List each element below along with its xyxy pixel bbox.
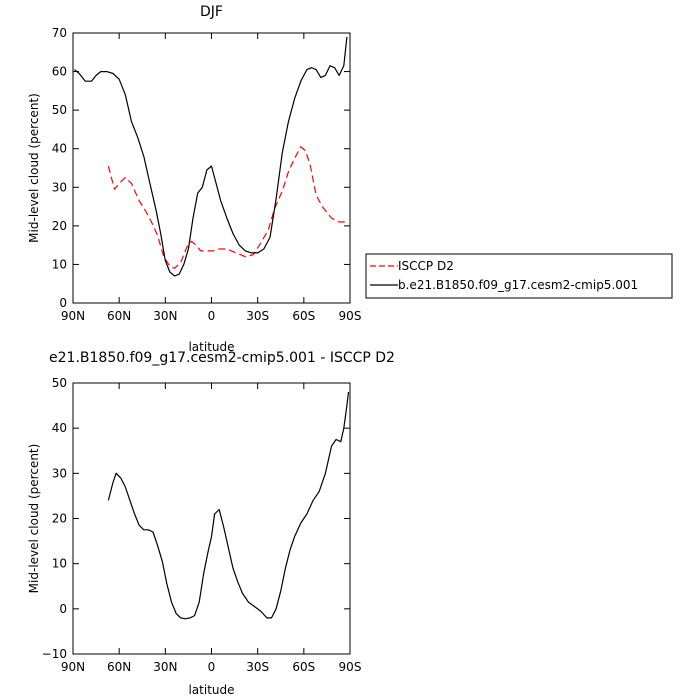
x-tick-label: 30S [246, 309, 269, 323]
panel-bottom: e21.B1850.f09_g17.cesm2-cmip5.001 - ISCC… [27, 350, 395, 697]
y-tick-label: 30 [52, 180, 67, 194]
chart-title: e21.B1850.f09_g17.cesm2-cmip5.001 - ISCC… [49, 350, 395, 366]
series-line [107, 146, 347, 269]
chart-title: DJF [200, 4, 223, 20]
legend: ISCCP D2 b.e21.B1850.f09_g17.cesm2-cmip5… [365, 253, 673, 299]
y-tick-label: 40 [52, 421, 67, 435]
x-tick-label: 60S [292, 660, 315, 674]
plot-area [74, 36, 348, 277]
y-tick-label: 10 [52, 557, 67, 571]
y-tick-label: 0 [59, 296, 67, 310]
x-tick-label: 30S [246, 660, 269, 674]
axis-ticks: 90N 60N 30N 0 30S 60S 90S 0 10 20 30 40 50 60 70 [52, 26, 362, 323]
y-tick-label: 20 [52, 512, 67, 526]
panel-top: DJF Mid-level cloud (percent) latitude 9… [27, 4, 361, 354]
y-tick-label: 70 [52, 26, 67, 40]
y-tick-label: −10 [42, 647, 67, 661]
x-tick-label: 60S [292, 309, 315, 323]
x-tick-label: 0 [208, 309, 216, 323]
legend-label-model: b.e21.B1850.f09_g17.cesm2-cmip5.001 [398, 278, 638, 292]
y-axis-label: Mid-level cloud (percent) [27, 444, 41, 594]
x-tick-label: 30N [153, 309, 177, 323]
y-tick-label: 30 [52, 466, 67, 480]
x-axis-label: latitude [188, 340, 234, 354]
axis-ticks: 90N 60N 30N 0 30S 60S 90S −10 0 10 20 30 40 50 [42, 376, 362, 674]
plot-frame [72, 32, 351, 304]
x-tick-label: 90N [61, 309, 85, 323]
y-tick-label: 20 [52, 219, 67, 233]
y-tick-label: 10 [52, 257, 67, 271]
legend-box [365, 253, 673, 299]
x-tick-label: 0 [208, 660, 216, 674]
x-tick-label: 60N [107, 660, 131, 674]
legend-label-isccp: ISCCP D2 [398, 259, 454, 273]
y-tick-label: 60 [52, 65, 67, 79]
x-tick-label: 30N [153, 660, 177, 674]
plot-frame [72, 382, 351, 655]
y-tick-label: 50 [52, 376, 67, 390]
x-tick-label: 60N [107, 309, 131, 323]
x-tick-label: 90S [339, 660, 362, 674]
y-tick-label: 40 [52, 142, 67, 156]
y-tick-label: 50 [52, 103, 67, 117]
x-tick-label: 90S [339, 309, 362, 323]
x-tick-label: 90N [61, 660, 85, 674]
y-tick-label: 0 [59, 602, 67, 616]
series-line [107, 391, 350, 620]
plot-area [107, 391, 350, 620]
series-line [74, 36, 348, 277]
y-axis-label: Mid-level cloud (percent) [27, 93, 41, 243]
x-axis-label: latitude [188, 683, 234, 697]
